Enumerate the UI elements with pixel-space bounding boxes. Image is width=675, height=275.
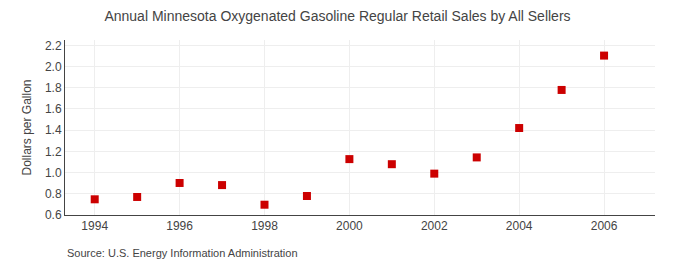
svg-text:2000: 2000 xyxy=(336,219,363,233)
svg-text:1.2: 1.2 xyxy=(45,145,62,159)
svg-text:2.2: 2.2 xyxy=(45,39,62,53)
svg-text:1.8: 1.8 xyxy=(45,81,62,95)
svg-text:0.8: 0.8 xyxy=(45,187,62,201)
svg-text:Annual Minnesota Oxygenated Ga: Annual Minnesota Oxygenated Gasoline Reg… xyxy=(104,8,570,24)
svg-text:1994: 1994 xyxy=(81,219,108,233)
svg-text:2006: 2006 xyxy=(591,219,618,233)
svg-text:0.6: 0.6 xyxy=(45,208,62,222)
svg-text:Dollars per Gallon: Dollars per Gallon xyxy=(20,79,34,175)
svg-text:2.0: 2.0 xyxy=(45,60,62,74)
svg-text:1.6: 1.6 xyxy=(45,102,62,116)
svg-text:2002: 2002 xyxy=(421,219,448,233)
svg-text:1998: 1998 xyxy=(251,219,278,233)
svg-text:Source: U.S. Energy Informatio: Source: U.S. Energy Information Administ… xyxy=(67,247,298,259)
svg-text:2004: 2004 xyxy=(506,219,533,233)
svg-text:1996: 1996 xyxy=(166,219,193,233)
svg-text:1.4: 1.4 xyxy=(45,123,62,137)
svg-text:1.0: 1.0 xyxy=(45,166,62,180)
